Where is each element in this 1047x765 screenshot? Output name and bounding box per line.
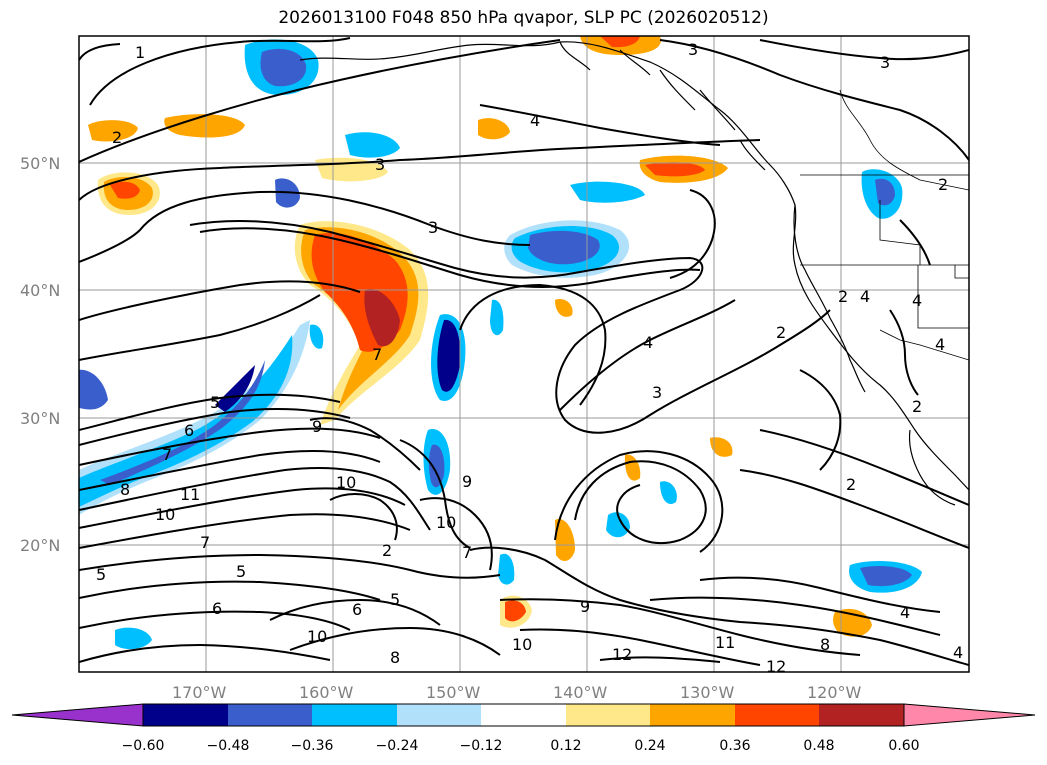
lat-tick-label: 50°N: [20, 154, 60, 173]
contour-label: 3: [428, 218, 438, 237]
colorbar-segment: [819, 704, 904, 726]
political-borders: [800, 89, 969, 361]
map-border: [78, 35, 970, 673]
contour-label: 4: [860, 287, 870, 306]
lon-tick-label: 160°W: [299, 683, 354, 702]
contour-label: 2: [382, 541, 392, 560]
lat-tick-label: 30°N: [20, 409, 60, 428]
colorbar-segment: [566, 704, 650, 726]
contour-label: 4: [530, 111, 540, 130]
contour-label: 10: [155, 505, 175, 524]
contour-label: 10: [436, 513, 456, 532]
contour-label: 11: [715, 633, 735, 652]
colorbar-tick-label: −0.12: [460, 738, 503, 754]
contour-label: 4: [900, 603, 910, 622]
colorbar-tick-label: 0.12: [550, 738, 581, 754]
contour-label: 5: [96, 565, 106, 584]
contour-label: 7: [200, 533, 210, 552]
colorbar-segment: [397, 704, 481, 726]
contour-label: 7: [462, 543, 472, 562]
contour-label: 4: [912, 291, 922, 310]
colorbar-tick-label: −0.60: [122, 738, 165, 754]
contour-label: 2: [838, 287, 848, 306]
contour-label: 8: [820, 635, 830, 654]
contour-label: 3: [880, 53, 890, 72]
contour-label: 3: [652, 383, 662, 402]
anomaly-shading: [79, 36, 922, 650]
contour-label: 10: [336, 473, 356, 492]
contour-label: 3: [375, 155, 385, 174]
lon-tick-label: 130°W: [680, 683, 735, 702]
lat-tick-label: 40°N: [20, 281, 60, 300]
map-panel: [79, 36, 969, 672]
contour-label: 7: [372, 345, 382, 364]
lon-tick-label: 140°W: [553, 683, 608, 702]
colorbar-extend-low: [11, 703, 144, 727]
contour-label: 10: [512, 635, 532, 654]
contour-label: 5: [390, 590, 400, 609]
colorbar-tick-label: −0.24: [376, 738, 419, 754]
contour-label: 8: [390, 648, 400, 667]
contour-label: 7: [162, 445, 172, 464]
colorbar-extend-high: [903, 703, 1036, 727]
contour-label: 9: [462, 472, 472, 491]
contour-label: 2: [776, 323, 786, 342]
lat-tick-labels: 20°N 30°N 40°N 50°N: [20, 154, 60, 555]
lon-tick-label: 150°W: [426, 683, 481, 702]
contour-label: 10: [307, 627, 327, 646]
contour-label: 2: [112, 128, 122, 147]
contour-labels: 1 2 3 4 3 3 4 4 3 3 2 2 4 4 2 2 7 5 6 7 …: [96, 40, 963, 676]
contour-label: 4: [953, 643, 963, 662]
colorbar-tick-label: −0.36: [291, 738, 334, 754]
colorbar-tick-label: −0.48: [207, 738, 250, 754]
contour-label: 12: [766, 657, 786, 676]
contour-label: 2: [938, 175, 948, 194]
colorbar-tick-label: 0.36: [719, 738, 750, 754]
colorbar: −0.60 −0.48 −0.36 −0.24 −0.12 0.12 0.24 …: [11, 703, 1036, 754]
map-title: 2026013100 F048 850 hPa qvapor, SLP PC (…: [278, 8, 769, 28]
contour-label: 3: [688, 40, 698, 59]
lon-tick-label: 170°W: [172, 683, 227, 702]
contour-label: 2: [846, 475, 856, 494]
slp-contours: [79, 37, 969, 666]
contour-label: 9: [312, 417, 322, 436]
contour-label: 12: [612, 645, 632, 664]
contour-label: 6: [212, 599, 222, 618]
contour-label: 5: [210, 393, 220, 412]
colorbar-segment: [735, 704, 819, 726]
colorbar-tick-label: 0.60: [888, 738, 919, 754]
contour-label: 8: [120, 480, 130, 499]
contour-label: 6: [352, 600, 362, 619]
contour-label: 4: [643, 333, 653, 352]
contour-label: 5: [236, 562, 246, 581]
coastline: [299, 41, 969, 506]
colorbar-segment: [481, 704, 566, 726]
contour-label: 6: [184, 421, 194, 440]
colorbar-tick-label: 0.48: [803, 738, 834, 754]
colorbar-segment: [312, 704, 397, 726]
contour-label: 1: [135, 43, 145, 62]
lat-tick-label: 20°N: [20, 536, 60, 555]
colorbar-segment: [143, 704, 228, 726]
contour-label: 11: [180, 485, 200, 504]
colorbar-segment: [650, 704, 735, 726]
lon-tick-label: 120°W: [807, 683, 862, 702]
contour-label: 9: [580, 597, 590, 616]
contour-label: 4: [935, 335, 945, 354]
lon-tick-labels: 170°W 160°W 150°W 140°W 130°W 120°W: [172, 683, 862, 702]
colorbar-segment: [228, 704, 312, 726]
contour-label: 2: [912, 397, 922, 416]
colorbar-tick-label: 0.24: [634, 738, 665, 754]
